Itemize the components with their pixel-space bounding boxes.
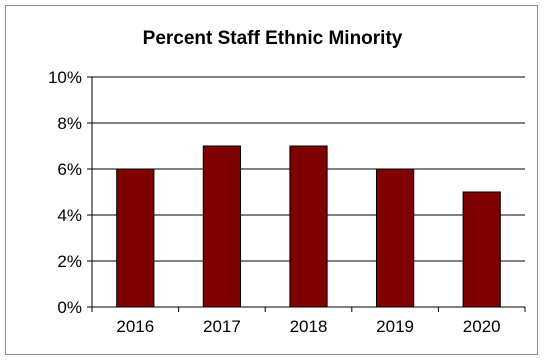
bar xyxy=(375,168,415,308)
bar xyxy=(462,191,501,308)
axes xyxy=(87,76,526,312)
y-tick-label: 2% xyxy=(57,252,82,271)
y-tick-label: 6% xyxy=(57,160,82,179)
tick-labels: 0% 2% 4% 6% 8% 10% 2016 2017 2018 2019 2020 xyxy=(48,68,501,336)
chart-frame xyxy=(5,5,538,355)
x-tick-label: 2019 xyxy=(376,317,414,336)
bar xyxy=(202,145,242,308)
x-tick-label: 2018 xyxy=(290,317,328,336)
bar xyxy=(116,168,155,308)
bar xyxy=(289,145,328,308)
x-tick-label: 2016 xyxy=(116,317,154,336)
x-tick-label: 2020 xyxy=(463,317,501,336)
y-tick-label: 4% xyxy=(57,206,82,225)
bars xyxy=(116,145,501,308)
chart-title: Percent Staff Ethnic Minority xyxy=(142,28,403,49)
x-tick-label: 2017 xyxy=(203,317,241,336)
y-tick-label: 0% xyxy=(57,298,82,317)
y-tick-label: 8% xyxy=(57,114,82,133)
y-tick-label: 10% xyxy=(48,68,82,87)
